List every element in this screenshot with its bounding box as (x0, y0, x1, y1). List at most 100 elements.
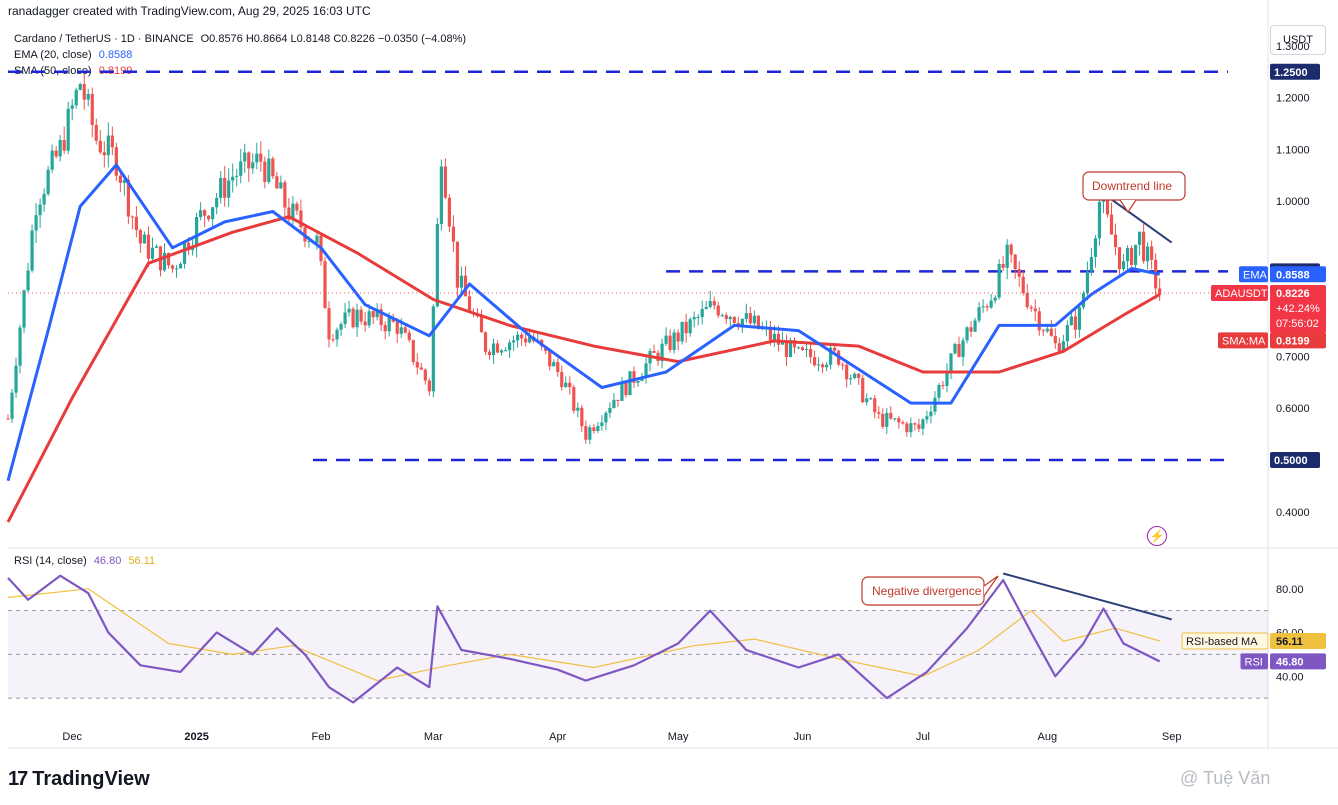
rsi-legend[interactable]: RSI (14, close) 46.80 56.11 (14, 555, 155, 567)
candle-body (512, 340, 516, 343)
time-tick-label: Mar (424, 731, 443, 743)
candle-body (893, 418, 897, 420)
candle-body (146, 234, 151, 259)
candle-body (255, 153, 259, 163)
candle-body (74, 89, 78, 106)
candle-body (816, 364, 821, 366)
candle-body (18, 327, 22, 366)
candle-body (259, 153, 263, 162)
price-tick-label: 1.2000 (1276, 93, 1310, 105)
axis-tag-value-box (1270, 332, 1326, 349)
candle-body (10, 392, 14, 419)
candle-body (869, 398, 873, 400)
candle-body (182, 242, 187, 264)
candle-body (307, 240, 311, 242)
axis-tag-change: +42.24% (1276, 303, 1320, 315)
candle-body (885, 412, 889, 427)
candle-body (833, 347, 837, 351)
candle-body (672, 332, 676, 350)
level-tag-label: 1.2500 (1274, 67, 1308, 79)
legend-ema-row[interactable]: EMA (20, close) 0.8588 (14, 47, 466, 63)
watermark: @ Tuệ Văn (1180, 768, 1271, 788)
candle-body (756, 315, 760, 329)
candle-body (194, 217, 199, 246)
candle-body (804, 348, 809, 350)
price-tick-label: 0.6000 (1276, 403, 1310, 415)
candle-body (1041, 330, 1045, 332)
candle-body (1089, 256, 1094, 272)
candle-body (150, 247, 155, 259)
candle-body (463, 275, 468, 297)
candle-body (1049, 328, 1053, 336)
candle-body (1125, 247, 1130, 262)
chart-legend: Cardano / TetherUS · 1D · BINANCE O0.857… (14, 31, 466, 79)
divergence-callout-label: Negative divergence (872, 584, 982, 598)
candle-body (42, 193, 46, 205)
candle-body (1085, 271, 1090, 294)
downtrend-callout-label: Downtrend line (1092, 179, 1172, 193)
candle-body (901, 422, 905, 424)
candle-body (1005, 244, 1009, 268)
rsi-axis-tag-value-box (1270, 633, 1326, 650)
candle-body (203, 210, 207, 216)
currency-button[interactable]: USDT (1270, 25, 1326, 55)
time-tick-label: Jun (794, 731, 812, 743)
legend-sma-label: SMA (50, close) (14, 65, 92, 77)
candle-body (166, 252, 171, 266)
candle-body (1150, 246, 1154, 260)
candle-body (668, 335, 672, 350)
candle-body (576, 407, 580, 411)
candle-body (768, 327, 773, 341)
candle-body (929, 411, 933, 417)
candle-body (660, 343, 664, 362)
candle-body (684, 321, 688, 334)
candle-body (295, 203, 299, 211)
candle-body (700, 308, 704, 318)
candle-body (1133, 244, 1138, 265)
price-tick-label: 1.0000 (1276, 196, 1310, 208)
candle-body (704, 307, 708, 309)
candle-body (102, 152, 106, 156)
candle-body (676, 332, 680, 342)
candle-body (1121, 261, 1126, 270)
level-tag-label: 0.5000 (1274, 455, 1308, 467)
time-tick-label: Dec (62, 731, 82, 743)
candle-body (367, 311, 371, 326)
candle-body (600, 422, 604, 426)
flash-icon[interactable]: ⚡ (1147, 526, 1167, 546)
candle-body (403, 327, 407, 333)
legend-ema-label: EMA (20, close) (14, 49, 92, 61)
candle-body (34, 215, 38, 231)
rsi-axis-tag-name: RSI (1245, 656, 1263, 668)
candle-body (1037, 311, 1041, 331)
rsi-axis-tag-name-box (1181, 632, 1269, 650)
candle-body (716, 305, 720, 316)
candle-body (118, 175, 122, 183)
candle-body (897, 418, 901, 423)
candle-body (231, 176, 235, 181)
candle-body (812, 357, 817, 366)
candle-body (997, 264, 1001, 298)
candle-body (243, 152, 247, 162)
candle-body (186, 242, 191, 251)
candle-body (1025, 293, 1029, 308)
time-tick-label: Jul (916, 731, 930, 743)
candle-body (572, 387, 576, 411)
candle-body (347, 308, 351, 313)
candle-body (359, 309, 363, 322)
legend-symbol[interactable]: Cardano / TetherUS · 1D · BINANCE (14, 33, 194, 45)
candle-body (592, 427, 596, 431)
candle-body (138, 230, 143, 244)
rsi-tick-label: 40.00 (1276, 671, 1304, 683)
level-tag (1270, 63, 1320, 80)
candle-body (1065, 325, 1069, 342)
divergence-line (1002, 572, 1172, 621)
candle-body (560, 372, 564, 388)
legend-sma-row[interactable]: SMA (50, close) 0.8199 (14, 63, 466, 79)
candle-body (772, 333, 777, 341)
candles-group (6, 73, 1162, 445)
candle-body (861, 378, 865, 403)
downtrend-callout-pointer (1119, 199, 1137, 214)
candle-body (1109, 214, 1114, 235)
